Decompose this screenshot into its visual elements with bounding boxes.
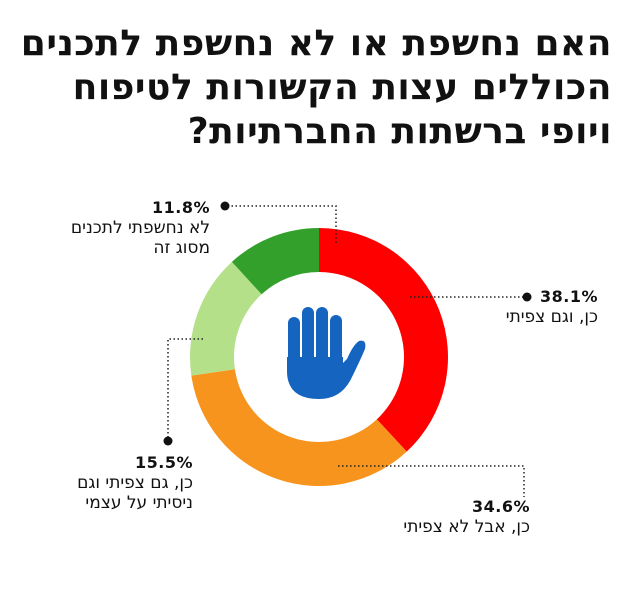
leader-dot bbox=[163, 436, 173, 446]
slice-value: 15.5% bbox=[134, 453, 193, 472]
slice-category: ניסיתי על עצמי bbox=[85, 493, 193, 513]
slice-value: 11.8% bbox=[151, 198, 210, 217]
chart-title-line-3: ויופי ברשתות החברתיות? bbox=[187, 111, 612, 152]
slice-category: כן, גם צפיתי וגם bbox=[77, 473, 193, 493]
slice-label-34: 34.6% כן, אבל לא צפיתי bbox=[403, 497, 530, 537]
slice-category: מסוג זה bbox=[153, 238, 210, 258]
slice-label-38: 38.1% כן, וגם צפיתי bbox=[506, 287, 598, 327]
chart-title-line-1: האם נחשפת או לא נחשפת לתכנים bbox=[20, 23, 612, 64]
chart-title: האם נחשפת או לא נחשפת לתכנים הכוללים עצו… bbox=[20, 22, 612, 154]
slice-yes-watched bbox=[319, 228, 448, 452]
slice-not-exposed bbox=[231, 228, 319, 295]
slice-label-11: 11.8% לא נחשפתי לתכנים מסוג זה bbox=[71, 198, 210, 258]
slice-value: 38.1% bbox=[539, 287, 598, 306]
slice-category: כן, אבל לא צפיתי bbox=[403, 517, 530, 537]
leader-dot bbox=[522, 292, 532, 302]
slice-yes-tried bbox=[190, 261, 262, 376]
slice-category: לא נחשפתי לתכנים bbox=[70, 218, 210, 238]
slice-label-15: 15.5% כן, גם צפיתי וגם ניסיתי על עצמי bbox=[77, 453, 193, 513]
leader-line bbox=[225, 205, 337, 243]
chart-title-line-2: הכוללים עצות הקשורות לטיפוח bbox=[72, 67, 612, 108]
slice-yes-not-watched bbox=[191, 369, 407, 486]
slice-value: 34.6% bbox=[471, 497, 530, 516]
raised-hand-icon bbox=[287, 307, 366, 399]
leader-dot bbox=[220, 201, 230, 211]
slice-category: כן, וגם צפיתי bbox=[505, 307, 598, 327]
